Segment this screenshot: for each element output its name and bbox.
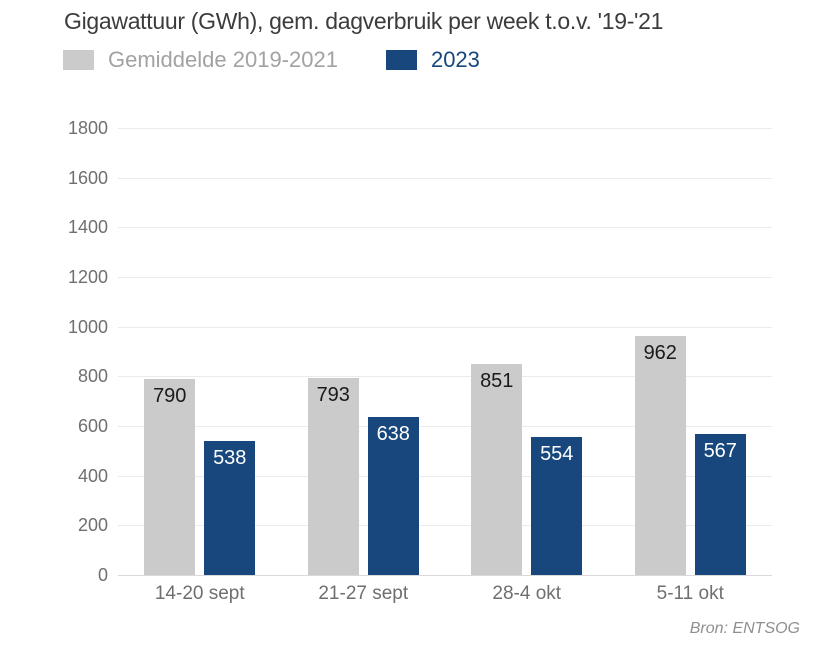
chart-title: Gigawattuur (GWh), gem. dagverbruik per … bbox=[64, 8, 664, 34]
bar-2023: 567 bbox=[694, 434, 746, 575]
bar-average: 790 bbox=[144, 378, 196, 575]
gridline bbox=[118, 575, 772, 576]
legend-label-average: Gemiddelde 2019-2021 bbox=[108, 47, 338, 72]
bar-value-label: 793 bbox=[316, 384, 350, 407]
y-axis-tick-label: 1400 bbox=[67, 217, 108, 238]
gridline bbox=[118, 475, 772, 477]
gridline bbox=[118, 326, 772, 328]
x-axis-tick-label: 21-27 sept bbox=[318, 583, 409, 604]
y-axis-tick-label: 0 bbox=[97, 565, 108, 585]
source-credit: Bron: ENTSOG bbox=[689, 620, 800, 637]
legend: Gemiddelde 2019-2021 2023 bbox=[63, 47, 480, 73]
bar-value-label: 790 bbox=[153, 384, 187, 407]
bar-value-label: 638 bbox=[376, 422, 410, 445]
bar-value-label: 851 bbox=[480, 369, 514, 392]
legend-item-2023: 2023 bbox=[385, 47, 480, 73]
bar-average: 793 bbox=[307, 378, 359, 575]
legend-label-2023: 2023 bbox=[430, 47, 480, 72]
y-axis-tick-label: 1000 bbox=[67, 316, 108, 337]
gridline bbox=[118, 227, 772, 229]
bar-2023: 538 bbox=[204, 441, 256, 575]
bar-2023: 554 bbox=[531, 437, 583, 575]
y-axis-tick-label: 800 bbox=[77, 366, 108, 387]
bar-2023: 638 bbox=[367, 416, 419, 575]
gridline bbox=[118, 128, 772, 129]
y-axis-tick-label: 1600 bbox=[67, 167, 108, 188]
bar-value-label: 554 bbox=[540, 443, 574, 466]
legend-swatch-average bbox=[63, 50, 94, 70]
gridline bbox=[118, 426, 772, 427]
bar-value-label: 538 bbox=[213, 447, 247, 470]
bar-average: 962 bbox=[634, 336, 686, 575]
y-axis-tick-label: 400 bbox=[77, 465, 108, 486]
gridline bbox=[118, 525, 772, 527]
legend-swatch-2023 bbox=[385, 50, 417, 70]
bar-value-label: 567 bbox=[703, 440, 737, 463]
y-axis-tick-label: 1200 bbox=[67, 267, 108, 287]
y-axis-tick-label: 600 bbox=[77, 416, 108, 436]
x-axis-tick-label: 14-20 sept bbox=[154, 583, 245, 604]
bar-average: 851 bbox=[471, 363, 523, 575]
gridline bbox=[118, 376, 772, 378]
gridline bbox=[118, 177, 772, 179]
plot-area: 0 200 400 600 800 1000 1200 1400 1600 1800 790 538 1… bbox=[68, 119, 772, 604]
y-axis-tick-label: 1800 bbox=[67, 118, 108, 138]
x-axis-tick-label: 5-11 okt bbox=[656, 583, 724, 604]
gridline bbox=[118, 277, 772, 278]
bar-value-label: 962 bbox=[643, 342, 677, 365]
x-axis-tick-label: 28-4 okt bbox=[492, 583, 562, 604]
y-axis-tick-label: 200 bbox=[77, 515, 108, 536]
